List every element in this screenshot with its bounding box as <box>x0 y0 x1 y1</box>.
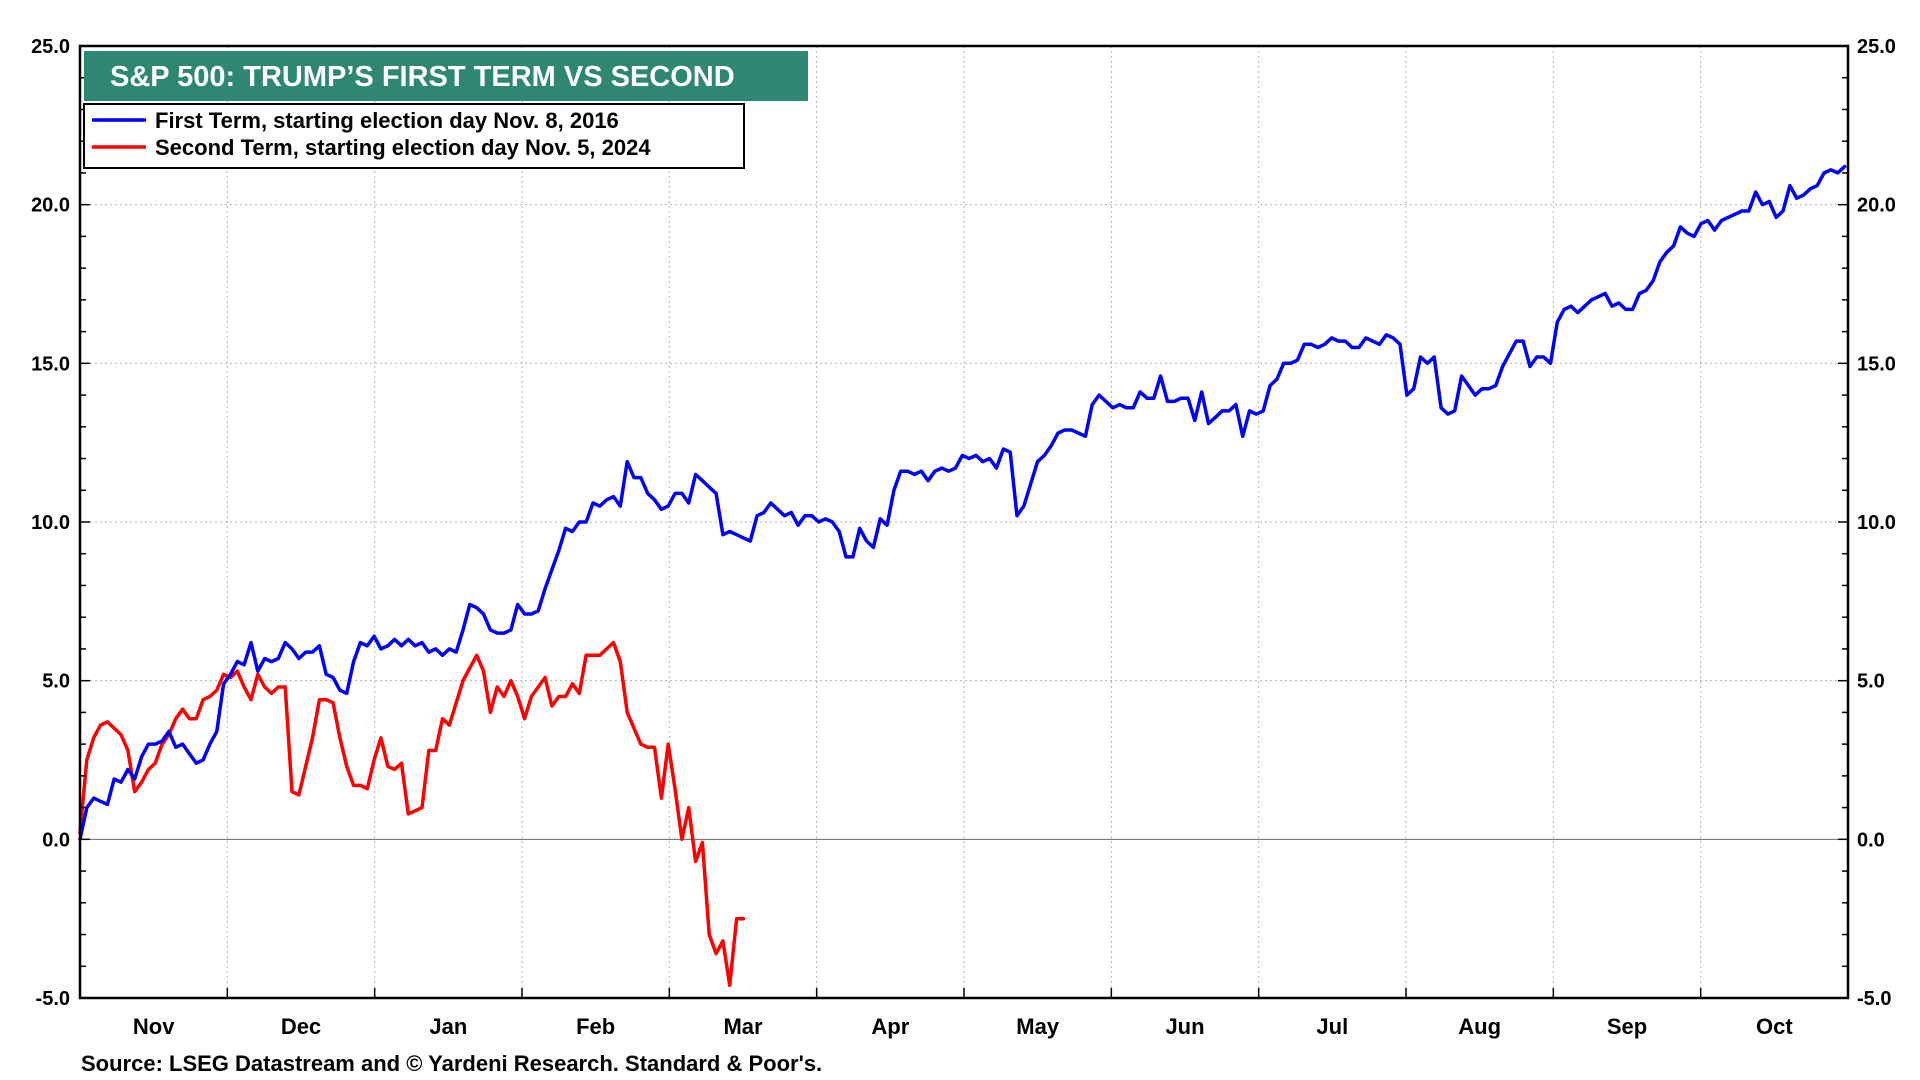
x-tick-label: Aug <box>1458 1014 1501 1039</box>
chart-title: S&P 500: TRUMP’S FIRST TERM VS SECOND <box>110 61 735 93</box>
x-tick-label: Mar <box>723 1014 763 1039</box>
y-tick-label-left: 20.0 <box>31 195 70 217</box>
legend-box <box>83 103 745 169</box>
y-tick-label-right: -5.0 <box>1857 988 1891 1010</box>
title-background <box>84 51 808 101</box>
x-tick-label: Jun <box>1165 1014 1204 1039</box>
y-tick-label-left: -5.0 <box>36 988 70 1010</box>
x-tick-label: Sep <box>1607 1014 1647 1039</box>
x-tick-label: Apr <box>871 1014 909 1039</box>
legend-label-second-term: Second Term, starting election day Nov. … <box>155 135 651 160</box>
x-tick-label: Nov <box>133 1014 175 1039</box>
x-tick-label: Oct <box>1756 1014 1793 1039</box>
series-line-second-term <box>78 640 746 988</box>
x-tick-label: Jul <box>1316 1014 1348 1039</box>
y-tick-label-right: 0.0 <box>1857 829 1885 851</box>
y-tick-label-left: 5.0 <box>42 671 70 693</box>
y-tick-label-right: 5.0 <box>1857 671 1885 693</box>
series-layer <box>78 164 1847 988</box>
y-tick-label-right: 20.0 <box>1857 195 1896 217</box>
x-tick-label: Dec <box>281 1014 321 1039</box>
source-note: Source: LSEG Datastream and © Yardeni Re… <box>81 1051 822 1076</box>
y-tick-label-left: 25.0 <box>31 36 70 58</box>
y-tick-label-left: 10.0 <box>31 512 70 534</box>
legend: First Term, starting election day Nov. 8… <box>83 103 745 169</box>
x-tick-label: May <box>1016 1014 1060 1039</box>
y-tick-label-right: 15.0 <box>1857 353 1896 375</box>
series-line-first-term <box>78 164 1847 842</box>
y-tick-label-right: 10.0 <box>1857 512 1896 534</box>
title-box: S&P 500: TRUMP’S FIRST TERM VS SECOND <box>84 51 808 101</box>
y-tick-label-left: 0.0 <box>42 829 70 851</box>
x-tick-label: Jan <box>429 1014 467 1039</box>
x-tick-label: Feb <box>576 1014 615 1039</box>
y-tick-label-right: 25.0 <box>1857 36 1896 58</box>
legend-label-first-term: First Term, starting election day Nov. 8… <box>155 108 619 133</box>
y-tick-label-left: 15.0 <box>31 353 70 375</box>
labels-layer: -5.0 -5.0 0.0 0.0 5.0 5.0 10.0 10.0 15.0 15.0 20.0… <box>31 36 1896 1039</box>
ticks-layer <box>80 45 1848 999</box>
